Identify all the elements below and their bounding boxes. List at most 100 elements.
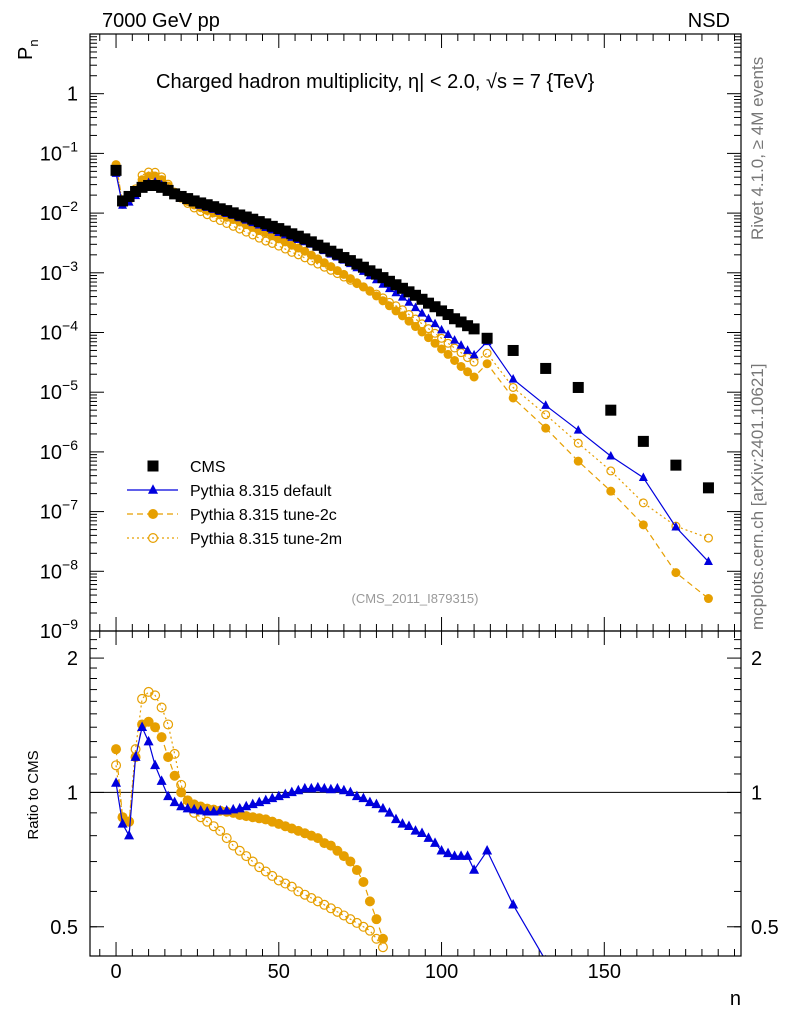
main-point [273,223,285,235]
energy-label: 7000 GeV pp [102,10,220,32]
main-point [456,361,466,371]
main-ytick-label: 1 [67,84,78,106]
main-point [508,382,518,392]
ratio-point [403,820,414,830]
ratio-point [469,864,480,874]
ratio-point [462,850,473,860]
main-point [182,193,194,205]
xlabel: n [730,988,741,1010]
ratio-point [377,802,388,813]
main-point [130,186,142,198]
main-ytick-exp: −6 [62,437,78,453]
main-ytick-exp: −8 [62,556,78,572]
main-point [383,275,395,287]
main-point [404,297,414,306]
process-label: NSD [688,10,730,32]
main-ytick-exp: −1 [62,138,78,154]
main-point [240,211,252,223]
ratio-point [456,850,467,860]
main-point [463,345,473,354]
main-ytick-base: 10 [40,442,62,464]
frames [89,33,742,957]
ratio-point [299,889,310,900]
main-point [344,255,356,267]
xtick-label: 150 [588,961,621,983]
main-point [423,297,435,309]
ratio-point [221,833,232,844]
main-axes: 110−110−210−310−410−510−610−710−810−9 [40,34,741,643]
main-point [292,230,304,242]
main-frame [89,33,742,632]
main-point [352,278,362,288]
ratio-point [280,878,291,889]
main-series-cms [110,164,714,494]
ratio-point [234,845,245,856]
legend-marker [148,532,159,543]
ratio-point [143,735,154,746]
ratio-point [111,777,122,787]
ratio-point [371,798,382,809]
main-point [384,301,394,311]
ratio-ytick-label-right: 0.5 [751,917,779,939]
main-point [468,323,480,335]
xtick-label: 50 [268,961,290,983]
ratio-point [111,744,122,755]
title-rest: = 7 {TeV} [507,71,595,93]
main-ytick-base: 10 [40,323,62,345]
main-point [371,291,381,301]
main-point [671,568,681,578]
main-point [424,333,434,343]
main-point [136,181,148,193]
main-ytick-exp: −5 [62,377,78,393]
main-series [110,160,714,604]
main-point [573,438,583,448]
main-point [338,252,350,264]
main-point [358,282,368,292]
ratio-point [189,803,200,814]
legend-entry: CMS [147,459,226,476]
main-ytick-base: 10 [40,621,62,643]
rivet-label: Rivet 4.1.0, ≥ 4M events [748,57,767,240]
main-ytick-exp: −7 [62,497,78,513]
main-ytick-label: 10−3 [40,258,78,285]
main-series-pythia-8-315-default [111,168,713,566]
main-point [357,261,369,273]
main-point [430,318,440,328]
main-ytick-base: 10 [40,382,62,404]
ratio-point [364,796,375,807]
main-point [234,209,246,221]
main-point [279,225,291,237]
main-point [507,344,519,356]
ratio-series [111,686,547,956]
legend: CMS Pythia 8.315 default Pythia 8.315 tune… [127,459,342,548]
legend-marker [148,484,158,494]
main-point [247,213,259,225]
ratio-frame [89,630,742,957]
main-point [541,410,551,420]
main-point [221,205,233,217]
ratio-point [273,875,284,886]
main-point [345,274,355,284]
main-point [370,268,382,280]
main-point [573,456,583,466]
ratio-point [306,893,317,904]
ratio-point [364,925,375,936]
ratio-point [156,732,167,743]
ratio-point [137,721,148,731]
ratio-point [202,806,213,816]
main-point [299,233,311,245]
main-point [430,338,440,348]
main-ytick-base: 10 [40,502,62,524]
main-point [638,520,648,530]
main-point [149,179,161,191]
main-point [313,254,323,264]
legend-marker [148,509,158,519]
main-point [606,450,616,460]
main-point [351,258,363,270]
ratio-point [117,818,128,828]
main-point [410,289,421,301]
ratio-ytick-label-right: 1 [751,782,762,804]
main-point [508,374,518,383]
ratio-point [351,917,362,928]
main-point [463,367,473,377]
